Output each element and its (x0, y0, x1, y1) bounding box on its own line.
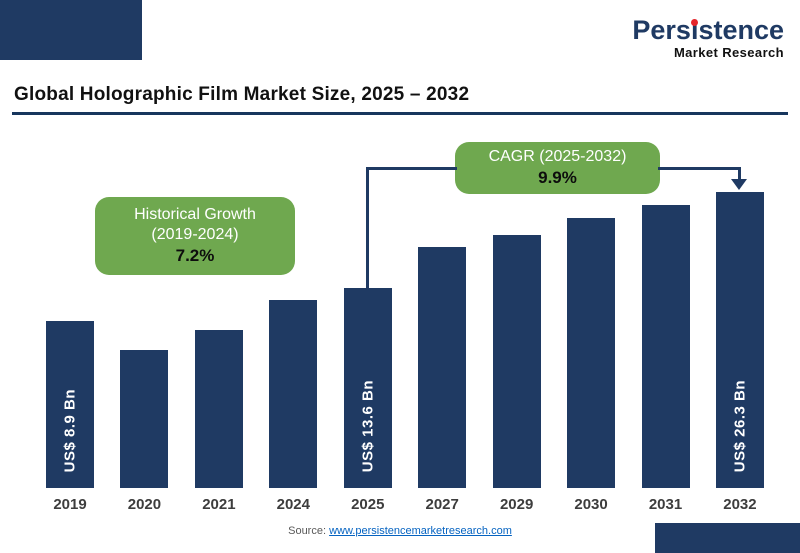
logo: Persistence Market Research (632, 15, 784, 61)
title-rule (12, 112, 788, 115)
logo-subtitle: Market Research (673, 45, 784, 61)
cagr-line1: CAGR (2025-2032) (488, 148, 627, 165)
x-axis-label-2020: 2020 (127, 496, 162, 513)
bar-2029 (492, 235, 541, 488)
bar-column-2031: 2031 (641, 205, 690, 513)
historical-growth-line2: (2019-2024) (151, 226, 239, 243)
x-axis-label-2019: 2019 (53, 496, 87, 513)
bar-2030 (567, 218, 616, 488)
bar-value-label-2032: US$ 26.3 Bn (731, 379, 749, 472)
cagr-connector-horizontal-left (366, 167, 457, 170)
x-axis-label-2030: 2030 (574, 496, 608, 513)
bar-column-2021: 2021 (194, 330, 243, 513)
bar-column-2032: US$ 26.3 Bn 2032 (715, 192, 764, 513)
bar-column-2027: 2027 (418, 247, 467, 513)
bar-2021 (194, 330, 243, 488)
logo-brand-text: Persistence (632, 15, 784, 45)
source-prefix: Source: (288, 525, 330, 537)
bar-column-2025: US$ 13.6 Bn 2025 (343, 288, 392, 513)
bar-2032: US$ 26.3 Bn (715, 192, 764, 488)
bar-2027 (418, 247, 467, 488)
x-axis-label-2027: 2027 (425, 496, 459, 513)
x-axis-label-2031: 2031 (648, 496, 683, 513)
historical-growth-value: 7.2% (175, 246, 215, 265)
bar-2019: US$ 8.9 Bn (46, 321, 94, 488)
bar-value-label-2025: US$ 13.6 Bn (359, 379, 377, 472)
bar-value-label-2019: US$ 8.9 Bn (61, 388, 79, 472)
cagr-connector-vertical-2025 (366, 168, 369, 288)
page-title: Global Holographic Film Market Size, 202… (14, 84, 470, 105)
x-axis-label-2021: 2021 (202, 496, 236, 513)
cagr-value: 9.9% (538, 168, 577, 187)
bar-column-2029: 2029 (492, 235, 541, 513)
cagr-connector-horizontal-right (658, 167, 740, 170)
corner-accent-bottom-right (655, 523, 800, 553)
corner-accent-top-left (0, 0, 142, 60)
bar-2020 (120, 350, 169, 488)
bar-column-2030: 2030 (567, 218, 616, 513)
source-line: Source: www.persistencemarketresearch.co… (0, 525, 800, 537)
cagr-connector-vertical-2032 (738, 167, 741, 181)
source-link[interactable]: www.persistencemarketresearch.com (329, 525, 512, 537)
bar-2025: US$ 13.6 Bn (343, 288, 392, 488)
bar-column-2020: 2020 (120, 350, 169, 513)
bar-2024 (269, 300, 318, 488)
arrow-down-icon (731, 179, 747, 190)
x-axis-label-2025: 2025 (351, 496, 385, 513)
historical-growth-callout: Historical Growth (2019-2024) 7.2% (95, 197, 295, 275)
cagr-callout: CAGR (2025-2032) 9.9% (455, 142, 660, 194)
bar-column-2019: US$ 8.9 Bn 2019 (46, 321, 94, 513)
bar-2031 (641, 205, 690, 488)
x-axis-label-2032: 2032 (723, 496, 757, 513)
x-axis-label-2024: 2024 (276, 496, 310, 513)
bar-column-2024: 2024 (269, 300, 318, 513)
x-axis-label-2029: 2029 (499, 496, 534, 513)
logo-red-dot-icon (691, 19, 699, 26)
chart-bars: US$ 8.9 Bn 2019 2020 2021 2024 US$ 13.6 Bn 202… (46, 192, 764, 513)
historical-growth-line1: Historical Growth (134, 206, 256, 223)
